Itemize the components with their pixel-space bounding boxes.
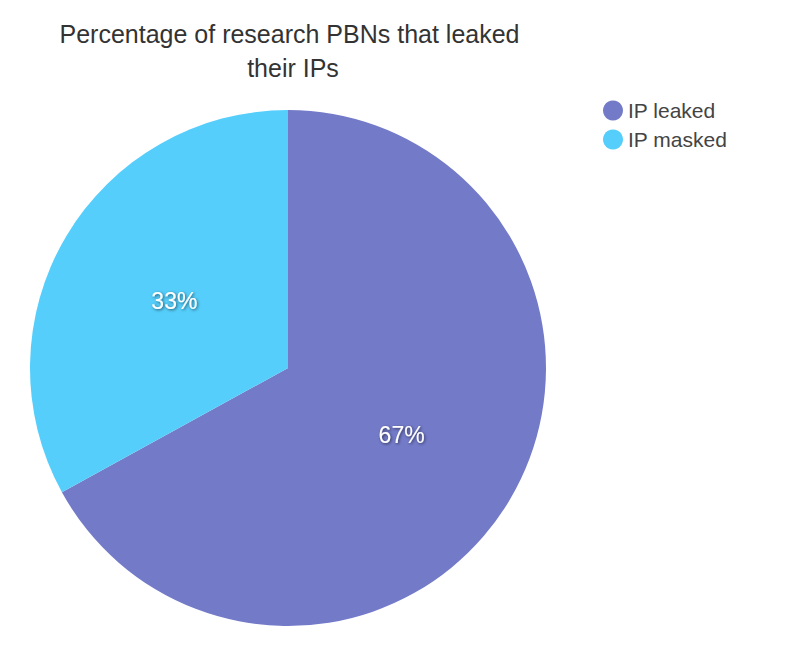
svg-text:IP leaked: IP leaked bbox=[628, 99, 715, 122]
svg-text:Percentage of research PBNs th: Percentage of research PBNs that leaked bbox=[60, 20, 527, 48]
svg-text:IP masked: IP masked bbox=[628, 128, 727, 151]
svg-text:67%: 67% bbox=[379, 422, 425, 448]
svg-text:their IPs: their IPs bbox=[247, 54, 339, 82]
svg-text:33%: 33% bbox=[151, 288, 197, 314]
